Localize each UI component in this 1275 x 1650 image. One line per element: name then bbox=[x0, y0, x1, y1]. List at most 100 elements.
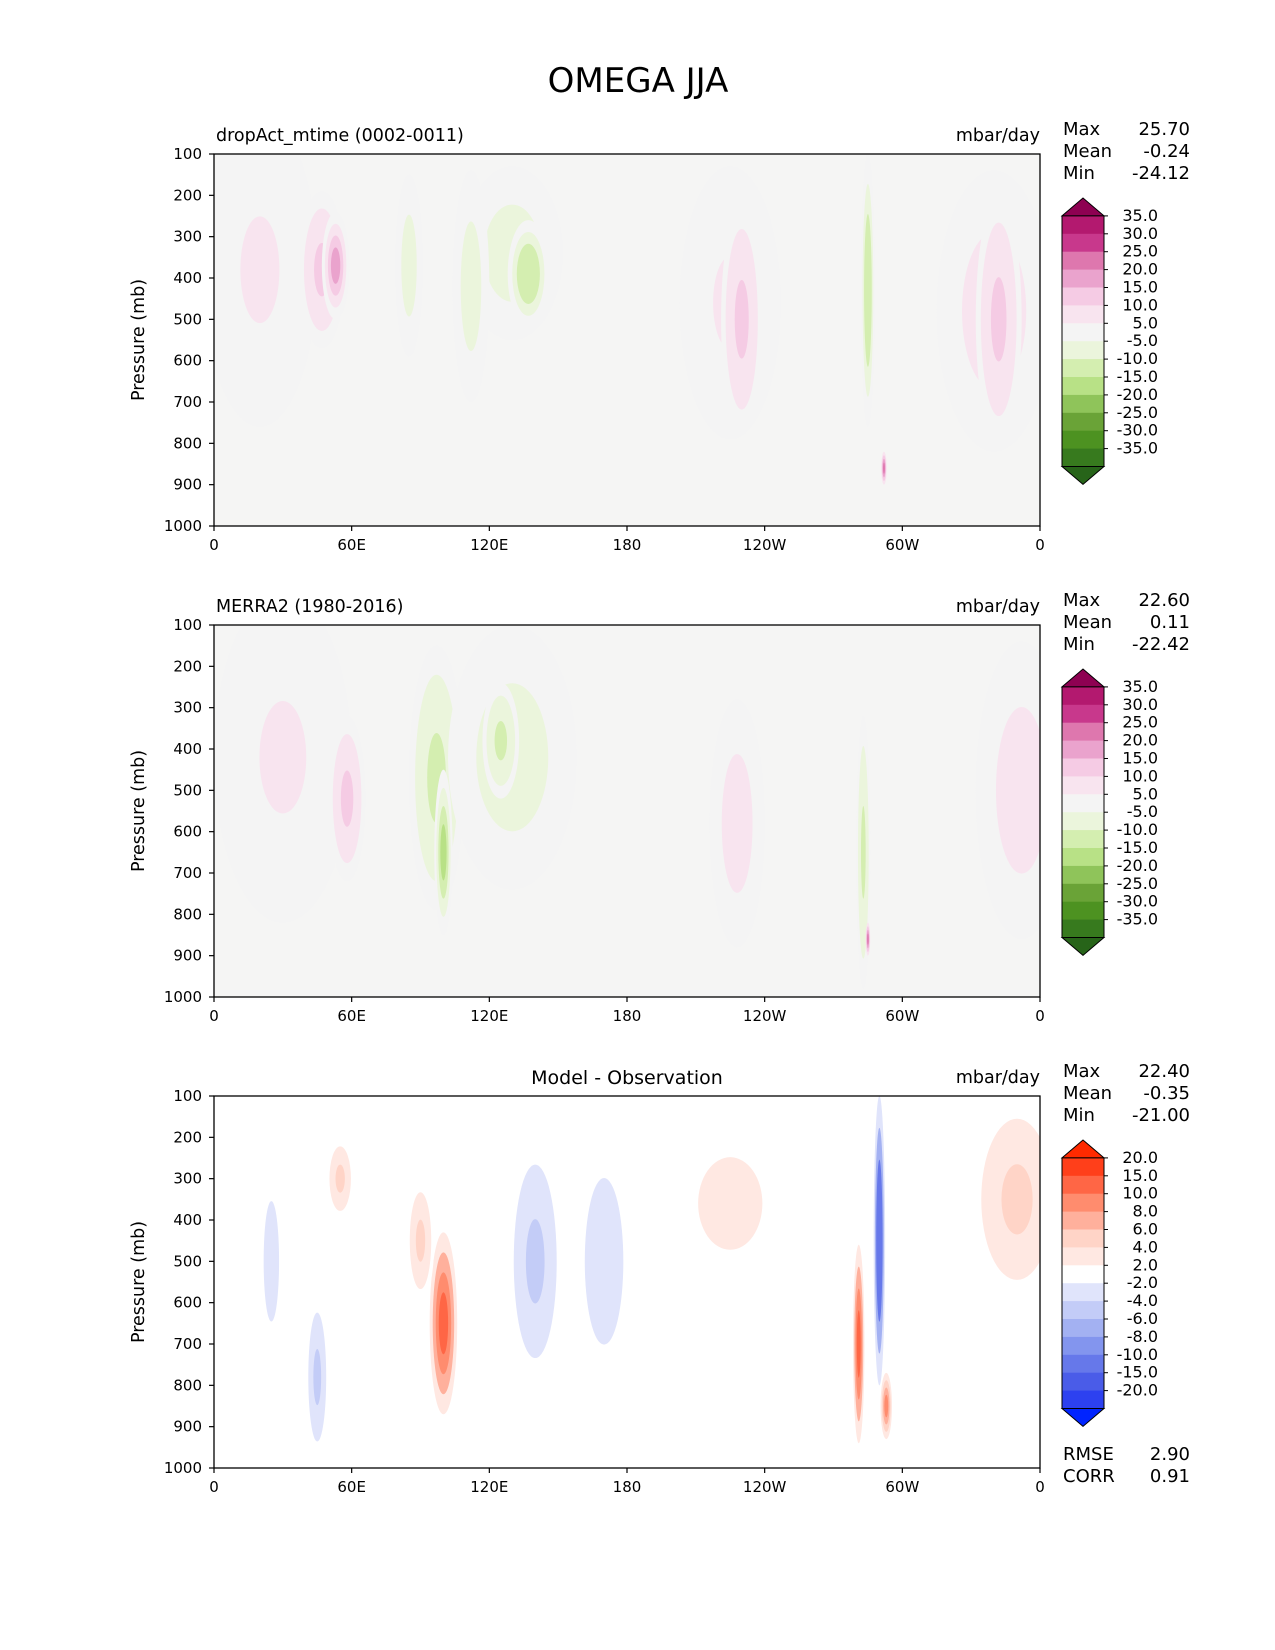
contour-region bbox=[883, 462, 885, 474]
x-tick-label: 60E bbox=[337, 536, 366, 554]
x-tick-label: 0 bbox=[209, 1478, 219, 1496]
colorbar-label: 2.0 bbox=[1133, 1255, 1158, 1274]
contour-region bbox=[521, 255, 536, 293]
contour-region bbox=[440, 824, 447, 881]
contour-region bbox=[856, 1310, 861, 1378]
colorbar-swatch bbox=[1062, 305, 1104, 324]
contour-region bbox=[884, 1394, 889, 1418]
units-label: mbar/day bbox=[956, 126, 1040, 146]
contour-region bbox=[1001, 1164, 1033, 1235]
colorbar-label: -15.0 bbox=[1117, 1363, 1158, 1382]
stat-value: -0.35 bbox=[1143, 1083, 1190, 1104]
colorbar-swatch bbox=[1062, 215, 1104, 235]
y-tick-label: 600 bbox=[173, 1294, 202, 1312]
colorbar-swatch bbox=[1062, 722, 1104, 741]
colorbar-swatch bbox=[1062, 1193, 1104, 1212]
colorbar-swatch bbox=[1062, 1211, 1104, 1230]
colorbar-swatch bbox=[1062, 686, 1104, 706]
contour-region bbox=[266, 1224, 277, 1298]
colorbar-label: -10.0 bbox=[1117, 1345, 1158, 1364]
stat-value: -22.42 bbox=[1132, 634, 1190, 655]
y-tick-label: 100 bbox=[173, 616, 202, 634]
colorbar-label: 25.0 bbox=[1122, 242, 1158, 261]
colorbar-label: 35.0 bbox=[1122, 677, 1158, 696]
contour-region bbox=[592, 1210, 616, 1312]
colorbar-label: -2.0 bbox=[1127, 1273, 1158, 1292]
stat-value: -0.24 bbox=[1143, 141, 1190, 162]
y-tick-label: 500 bbox=[173, 781, 202, 799]
x-tick-label: 180 bbox=[613, 1007, 642, 1025]
y-tick-label: 400 bbox=[173, 740, 202, 758]
colorbar-label: 15.0 bbox=[1122, 1166, 1158, 1185]
colorbar-label: 10.0 bbox=[1122, 1184, 1158, 1203]
y-tick-label: 600 bbox=[173, 352, 202, 370]
y-tick-label: 900 bbox=[173, 947, 202, 965]
contour-region bbox=[240, 216, 280, 324]
contour-region bbox=[710, 1175, 750, 1232]
y-axis-label: Pressure (mb) bbox=[129, 279, 149, 401]
stat-value: 22.40 bbox=[1138, 1061, 1190, 1082]
y-tick-label: 500 bbox=[173, 310, 202, 328]
contour-region bbox=[860, 805, 866, 899]
y-tick-label: 900 bbox=[173, 1418, 202, 1436]
contour-region bbox=[1006, 739, 1038, 841]
x-tick-label: 120W bbox=[743, 536, 787, 554]
colorbar-swatch bbox=[1062, 1157, 1104, 1177]
panel-title: Model - Observation bbox=[531, 1067, 723, 1089]
stat-label: Mean bbox=[1063, 1083, 1112, 1104]
colorbar-extend-max bbox=[1060, 197, 1106, 217]
x-tick-label: 60E bbox=[337, 1478, 366, 1496]
x-tick-label: 0 bbox=[1035, 536, 1045, 554]
y-tick-label: 1000 bbox=[164, 517, 202, 535]
colorbar-label: 8.0 bbox=[1133, 1202, 1158, 1221]
colorbar-swatch bbox=[1062, 776, 1104, 795]
colorbar-swatch bbox=[1062, 830, 1104, 849]
colorbar-swatch bbox=[1062, 412, 1104, 432]
colorbar-label: 4.0 bbox=[1133, 1237, 1158, 1256]
colorbar: 35.030.025.020.015.010.05.0-5.0-10.0-15.… bbox=[1060, 668, 1158, 957]
colorbar-label: -30.0 bbox=[1117, 421, 1158, 440]
colorbar-label: -20.0 bbox=[1117, 385, 1158, 404]
panel-title: MERRA2 (1980-2016) bbox=[216, 597, 403, 617]
figure-title: OMEGA JJA bbox=[548, 61, 729, 101]
panel-title: dropAct_mtime (0002-0011) bbox=[216, 126, 464, 146]
stat-label: Max bbox=[1063, 590, 1101, 611]
x-tick-label: 60W bbox=[885, 1007, 919, 1025]
colorbar-label: 5.0 bbox=[1133, 784, 1158, 803]
y-tick-label: 800 bbox=[173, 905, 202, 923]
colorbar-label: -25.0 bbox=[1117, 403, 1158, 422]
colorbar-swatch bbox=[1062, 359, 1104, 378]
colorbar-label: 25.0 bbox=[1122, 713, 1158, 732]
colorbar-extend-min bbox=[1060, 1408, 1106, 1428]
colorbar-swatch bbox=[1062, 341, 1104, 360]
y-tick-label: 300 bbox=[173, 1170, 202, 1188]
y-tick-label: 900 bbox=[173, 476, 202, 494]
colorbar-label: 10.0 bbox=[1122, 766, 1158, 785]
colorbar-label: 15.0 bbox=[1122, 749, 1158, 768]
colorbar-swatch bbox=[1062, 377, 1104, 396]
x-tick-label: 120W bbox=[743, 1007, 787, 1025]
y-tick-label: 200 bbox=[173, 186, 202, 204]
contour-field bbox=[214, 154, 1040, 526]
contour-region bbox=[865, 244, 871, 337]
contour-region bbox=[404, 234, 414, 297]
colorbar-label: -8.0 bbox=[1127, 1327, 1158, 1346]
colorbar-label: 6.0 bbox=[1133, 1220, 1158, 1239]
x-tick-label: 120E bbox=[470, 1007, 508, 1025]
stat-value: 0.91 bbox=[1150, 1466, 1190, 1487]
colorbar-label: -35.0 bbox=[1117, 910, 1158, 929]
stat-label: Mean bbox=[1063, 612, 1112, 633]
x-tick-label: 120W bbox=[743, 1478, 787, 1496]
colorbar-label: 30.0 bbox=[1122, 224, 1158, 243]
colorbar-swatch bbox=[1062, 1247, 1104, 1266]
contour-region bbox=[340, 770, 354, 827]
stat-value: 22.60 bbox=[1138, 590, 1190, 611]
panel-diff: 100 200 300 400 500 600 700 800 900 1000 0 60E 120E 1… bbox=[129, 1061, 1190, 1496]
colorbar-label: 20.0 bbox=[1122, 1148, 1158, 1167]
x-tick-label: 120E bbox=[470, 536, 508, 554]
x-tick-label: 0 bbox=[1035, 1007, 1045, 1025]
y-tick-label: 200 bbox=[173, 657, 202, 675]
colorbar: 35.030.025.020.015.010.05.0-5.0-10.0-15.… bbox=[1060, 197, 1158, 486]
colorbar-swatch bbox=[1062, 1175, 1104, 1195]
